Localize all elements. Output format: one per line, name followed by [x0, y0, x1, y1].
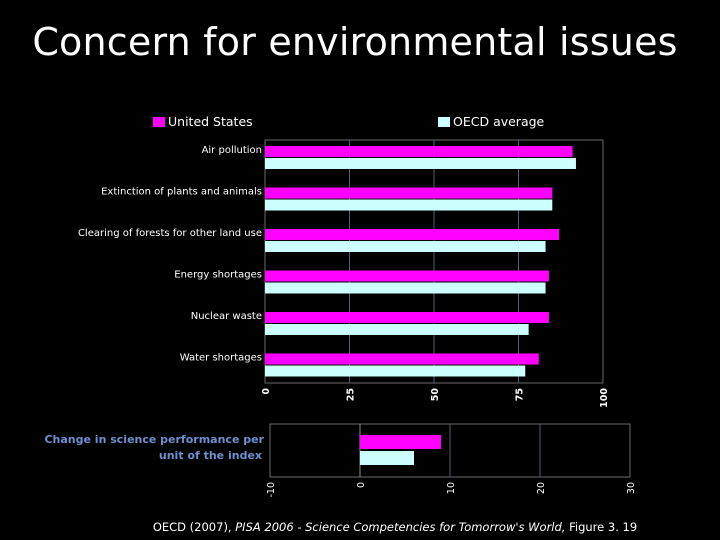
- bar-united-states-extinction-of-plants-and-animals: [265, 187, 553, 199]
- upper-tick-label-4: 100: [599, 388, 610, 408]
- caption-publication: PISA 2006 - Science Competencies for Tom…: [235, 520, 566, 534]
- lower-tick-label-3: 20: [536, 482, 547, 494]
- category-label-extinction-of-plants-and-animals: Extinction of plants and animals: [101, 187, 262, 198]
- bar-oecd-average-nuclear-waste: [265, 324, 529, 335]
- lower-chart-panel: Change in science performance per unit of…: [44, 423, 637, 498]
- bar-united-states-air-pollution: [265, 146, 573, 157]
- legend-swatch-united-states: [153, 117, 165, 127]
- lower-category-label-line-2: unit of the index: [159, 449, 262, 462]
- lower-tick-label-0: -10: [266, 482, 277, 498]
- category-label-nuclear-waste: Nuclear waste: [191, 311, 262, 322]
- bar-oecd-average-air-pollution: [265, 158, 576, 169]
- legend-swatch-oecd-average: [438, 117, 450, 127]
- upper-chart-category-labels: Air pollution Extinction of plants and an…: [78, 145, 262, 364]
- bar-united-states-water-shortages: [265, 353, 539, 365]
- bar-oecd-average-water-shortages: [265, 365, 526, 377]
- upper-tick-label-0: 0: [261, 388, 272, 395]
- upper-tick-label-3: 75: [515, 388, 526, 401]
- lower-tick-label-1: 0: [356, 482, 367, 488]
- legend-label-united-states: United States: [168, 114, 253, 129]
- lower-chart-bars: [360, 435, 441, 465]
- chart-legend: United States OECD average: [153, 114, 545, 129]
- lower-chart-category-label: Change in science performance per unit of…: [44, 433, 264, 462]
- caption-figure: Figure 3. 19: [569, 520, 638, 534]
- upper-tick-label-1: 25: [346, 388, 357, 401]
- upper-chart-panel: Air pollution Extinction of plants and an…: [78, 114, 610, 408]
- lower-chart-gridlines: [359, 424, 541, 477]
- source-caption: OECD (2007), PISA 2006 - Science Compete…: [0, 520, 720, 534]
- bar-oecd-average-clearing-of-forests-for-other-land-use: [265, 241, 546, 252]
- lower-tick-label-2: 10: [446, 482, 457, 494]
- caption-source: OECD (2007),: [152, 520, 232, 534]
- bar-oecd-average-science-performance-change: [360, 451, 414, 465]
- category-label-water-shortages: Water shortages: [180, 353, 262, 364]
- upper-tick-label-2: 50: [430, 388, 441, 402]
- upper-chart-tick-labels: 0 25 50 75 100: [261, 388, 610, 408]
- bar-united-states-energy-shortages: [265, 270, 549, 282]
- bar-united-states-clearing-of-forests-for-other-land-use: [265, 229, 560, 240]
- upper-chart-gridlines: [349, 140, 519, 383]
- lower-tick-label-4: 30: [626, 482, 637, 494]
- slide-title: Concern for environmental issues: [32, 20, 678, 64]
- legend-label-oecd-average: OECD average: [453, 114, 545, 129]
- lower-chart-tick-labels: -10 0 10 20 30: [266, 482, 637, 498]
- bar-oecd-average-extinction-of-plants-and-animals: [265, 199, 553, 211]
- upper-chart-bars: [265, 146, 576, 377]
- bar-oecd-average-energy-shortages: [265, 282, 546, 294]
- bar-united-states-science-performance-change: [360, 435, 441, 449]
- lower-category-label-line-1: Change in science performance per: [44, 433, 264, 446]
- category-label-clearing-of-forests-for-other-land-use: Clearing of forests for other land use: [78, 228, 262, 239]
- category-label-air-pollution: Air pollution: [202, 145, 262, 156]
- category-label-energy-shortages: Energy shortages: [174, 270, 262, 281]
- bar-united-states-nuclear-waste: [265, 312, 549, 323]
